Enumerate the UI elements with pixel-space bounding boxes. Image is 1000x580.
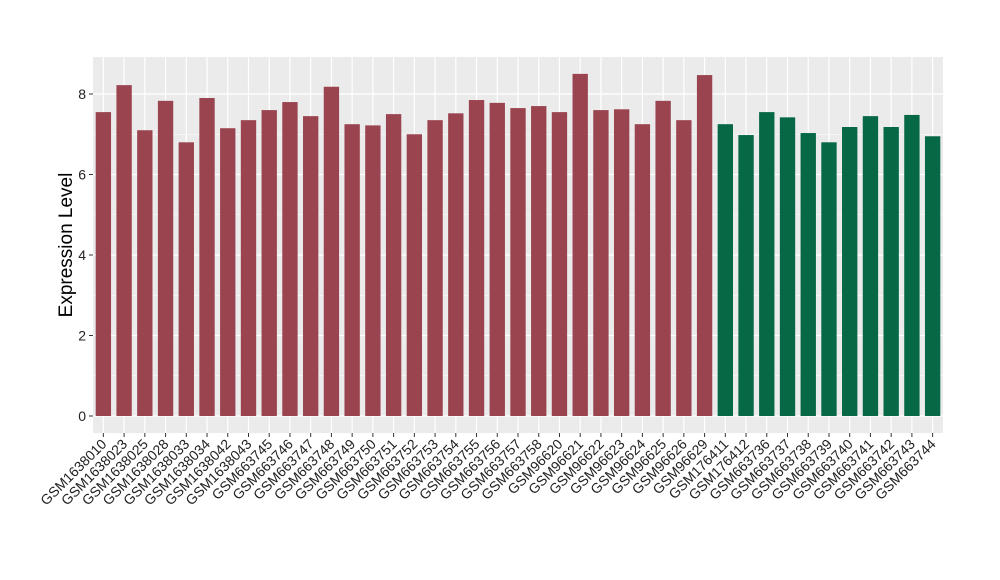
bar-series: [95, 73, 941, 417]
bar: [572, 73, 588, 416]
bar: [904, 114, 920, 417]
bar: [199, 98, 215, 417]
bar: [800, 133, 816, 417]
bar: [385, 114, 402, 416]
bar: [220, 128, 236, 416]
bar: [261, 110, 277, 416]
bar: [779, 117, 796, 416]
bar: [303, 116, 319, 416]
bar: [696, 75, 713, 417]
bar: [137, 130, 153, 416]
bar: [448, 113, 464, 416]
bar: [95, 112, 112, 417]
bar: [634, 124, 651, 416]
bar: [344, 124, 360, 416]
bar: [178, 142, 194, 417]
y-axis: 0 2 4 6 8: [78, 86, 93, 424]
y-tick-label: 0: [78, 408, 86, 424]
y-tick-label: 8: [78, 86, 86, 102]
y-tick-label: 4: [78, 247, 86, 263]
bar: [406, 134, 423, 416]
bar: [323, 86, 340, 416]
bar: [468, 100, 485, 416]
bar: [531, 106, 547, 416]
x-axis: GSM1638010GSM1638023GSM1638025GSM1638028…: [37, 433, 939, 508]
bar: [282, 102, 298, 417]
bar: [883, 127, 899, 416]
y-tick-label: 6: [78, 167, 86, 183]
bar: [613, 109, 630, 417]
bar: [717, 124, 733, 416]
bar: [427, 120, 443, 416]
bar: [924, 136, 941, 416]
bar: [157, 100, 174, 416]
bar: [759, 112, 775, 417]
bar: [365, 125, 381, 417]
bar: [862, 116, 879, 416]
bar: [593, 110, 609, 416]
y-axis-title: Expression Level: [56, 173, 77, 318]
bar: [821, 142, 837, 417]
bar: [116, 85, 132, 417]
bar: [510, 108, 526, 417]
bar: [489, 102, 505, 416]
bar: [738, 135, 754, 416]
bar: [240, 120, 257, 416]
bar: [842, 127, 858, 416]
bar: [676, 120, 692, 416]
bar: [551, 112, 568, 417]
bar: [655, 100, 671, 416]
y-tick-label: 2: [78, 328, 86, 344]
